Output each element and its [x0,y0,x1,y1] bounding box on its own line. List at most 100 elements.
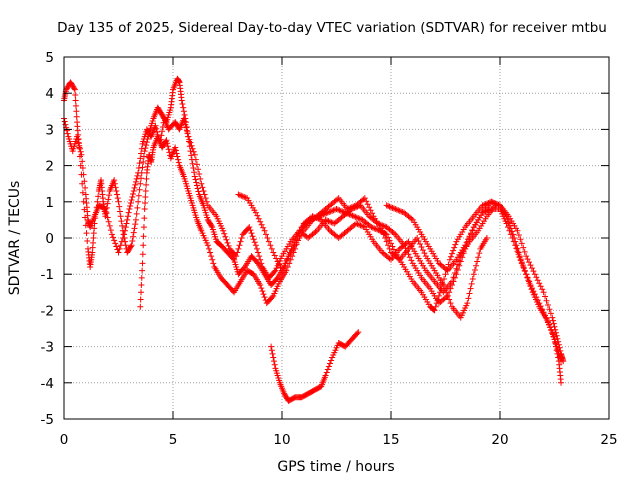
data-point [130,190,137,197]
data-point [453,265,460,272]
data-point [330,207,337,214]
data-point [268,347,275,354]
data-point [71,85,78,92]
data-point [246,224,253,231]
data-point [105,218,112,225]
data-point [79,165,86,172]
data-point [323,210,330,217]
data-point [515,251,522,258]
data-point [80,198,87,205]
data-point [242,194,249,201]
data-point [138,145,145,152]
data-point [542,312,549,319]
data-point [452,241,459,248]
data-point [326,360,333,367]
data-point [514,248,521,255]
data-point [185,133,192,140]
data-point [256,253,263,260]
data-point [543,315,550,322]
data-point [488,198,495,205]
data-point [549,314,556,321]
data-point [542,293,549,300]
data-point [353,220,360,227]
data-point [223,236,230,243]
data-point [271,361,278,368]
data-point [188,152,195,159]
data-point [469,227,476,234]
data-point [115,249,122,256]
data-point [140,233,147,240]
data-point [334,196,341,203]
data-point [265,238,272,245]
y-tick-label: 0 [45,231,54,247]
data-point [537,303,544,310]
data-point [202,195,209,202]
data-point [329,219,336,226]
data-point [115,198,122,205]
data-point [483,235,490,241]
data-point [133,210,140,217]
data-point [555,341,562,348]
data-point [325,363,332,370]
data-point [111,177,118,184]
data-point [528,265,535,272]
data-point [143,181,150,188]
data-point [119,222,126,229]
data-point [112,184,119,191]
data-point [114,191,121,198]
data-point [526,259,533,266]
data-point [140,224,147,231]
data-point [181,111,188,118]
data-point [527,282,534,289]
data-point [139,260,146,267]
data-point [363,198,370,205]
data-point [551,323,558,330]
data-point [353,214,360,221]
data-point [554,335,561,342]
data-point [138,175,145,182]
data-point [250,236,257,243]
data-point [63,127,70,134]
y-tick-label: -3 [41,340,54,356]
data-point [159,123,166,130]
data-point [552,339,559,346]
data-point [537,283,544,290]
data-point [116,245,123,252]
data-point [531,291,538,298]
data-point [72,92,79,99]
data-point [188,142,195,149]
data-point [252,242,259,249]
data-point [132,216,139,223]
data-point [494,201,501,208]
data-point [258,285,265,292]
data-point [417,241,424,248]
data-point [386,237,393,244]
data-point [534,277,541,284]
data-point [106,192,113,199]
data-point [208,253,215,260]
data-point [369,224,376,231]
data-point [192,176,199,183]
data-point [137,155,144,162]
data-point [264,235,271,241]
data-point [261,227,268,234]
data-point [140,242,147,249]
data-point [515,231,522,238]
data-point [534,297,541,304]
data-point [548,327,555,334]
data-point [386,245,393,252]
data-point [287,256,294,263]
data-point [236,192,243,199]
data-point [380,231,387,238]
data-point [133,175,140,182]
y-tick-label: -2 [41,303,54,319]
data-point [348,212,355,219]
data-point [132,181,139,188]
data-point [190,165,197,172]
data-point [327,208,334,215]
data-point [367,207,374,214]
data-point [164,143,171,150]
data-point [406,254,413,261]
data-point [334,206,341,213]
data-point [140,158,147,165]
